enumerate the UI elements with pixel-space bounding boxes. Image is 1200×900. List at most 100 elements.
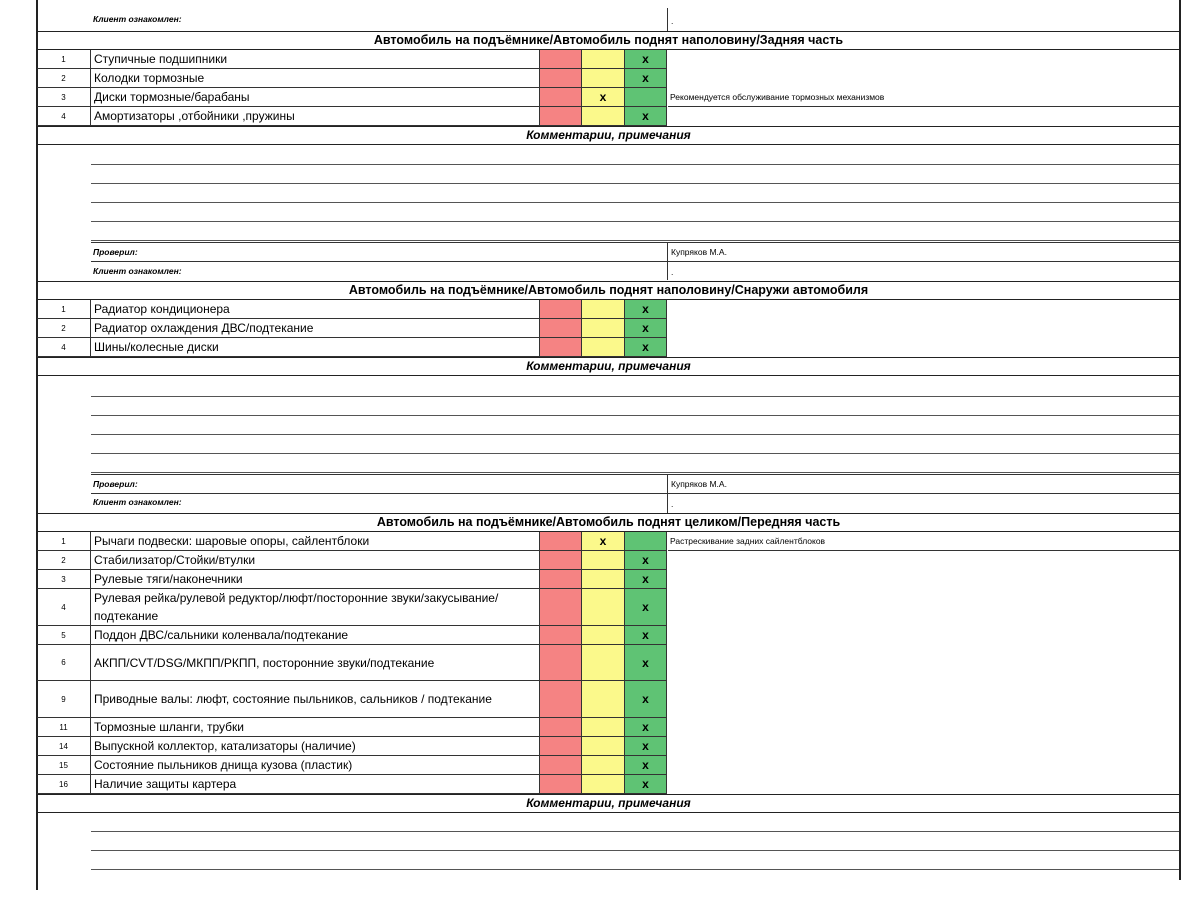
- checked-by-label: Проверил:: [93, 479, 138, 489]
- comment-line[interactable]: [91, 240, 1179, 241]
- status-red-cell[interactable]: [540, 645, 582, 681]
- status-green-cell[interactable]: x: [625, 775, 667, 794]
- table-row: 2 Стабилизатор/Стойки/втулки x: [37, 551, 1180, 570]
- comment-line[interactable]: [91, 831, 1179, 832]
- status-green-cell[interactable]: x: [625, 338, 667, 357]
- status-green-cell[interactable]: x: [625, 681, 667, 718]
- row-number: 9: [37, 681, 91, 718]
- row-name: Поддон ДВС/сальники коленвала/подтекание: [91, 626, 540, 645]
- comment-line[interactable]: [91, 472, 1179, 473]
- status-green-cell[interactable]: [625, 88, 667, 107]
- status-red-cell[interactable]: [540, 718, 582, 737]
- status-green-cell[interactable]: x: [625, 50, 667, 69]
- section-title: Автомобиль на подъёмнике/Автомобиль подн…: [37, 281, 1180, 300]
- status-yellow-cell[interactable]: [582, 645, 625, 681]
- comment-line[interactable]: [91, 164, 1179, 165]
- row-note: [668, 300, 1180, 319]
- status-green-cell[interactable]: x: [625, 756, 667, 775]
- status-red-cell[interactable]: [540, 551, 582, 570]
- row-note: [668, 756, 1180, 775]
- row-note: [668, 107, 1180, 126]
- status-red-cell[interactable]: [540, 300, 582, 319]
- comment-line[interactable]: [91, 850, 1179, 851]
- status-red-cell[interactable]: [540, 589, 582, 626]
- status-green-cell[interactable]: x: [625, 551, 667, 570]
- status-yellow-cell[interactable]: [582, 107, 625, 126]
- row-number: 5: [37, 626, 91, 645]
- row-number: 4: [37, 107, 91, 126]
- status-yellow-cell[interactable]: [582, 338, 625, 357]
- status-yellow-cell[interactable]: [582, 737, 625, 756]
- status-red-cell[interactable]: [540, 338, 582, 357]
- status-yellow-cell[interactable]: [582, 756, 625, 775]
- row-name: Радиатор кондиционера: [91, 300, 540, 319]
- table-row: 4 Шины/колесные диски x: [37, 338, 1180, 357]
- row-name: Ступичные подшипники: [91, 50, 540, 69]
- status-red-cell[interactable]: [540, 570, 582, 589]
- comment-line[interactable]: [91, 202, 1179, 203]
- client-acknowledged-value: .: [671, 267, 674, 277]
- status-red-cell[interactable]: [540, 756, 582, 775]
- status-yellow-cell[interactable]: [582, 300, 625, 319]
- status-red-cell[interactable]: [540, 775, 582, 794]
- status-green-cell[interactable]: [625, 532, 667, 551]
- status-red-cell[interactable]: [540, 88, 582, 107]
- comment-line[interactable]: [91, 221, 1179, 222]
- row-number: 1: [37, 300, 91, 319]
- status-yellow-cell[interactable]: [582, 589, 625, 626]
- table-row: 4 Рулевая рейка/рулевой редуктор/люфт/по…: [37, 589, 1180, 626]
- signature-line: [91, 242, 1179, 243]
- status-yellow-cell[interactable]: [582, 50, 625, 69]
- table-row: 4 Амортизаторы ,отбойники ,пружины x: [37, 107, 1180, 126]
- status-yellow-cell[interactable]: [582, 570, 625, 589]
- comment-line[interactable]: [91, 415, 1179, 416]
- table-row: 6 АКПП/CVT/DSG/МКПП/РКПП, посторонние зв…: [37, 645, 1180, 681]
- status-yellow-cell[interactable]: [582, 681, 625, 718]
- status-red-cell[interactable]: [540, 681, 582, 718]
- status-red-cell[interactable]: [540, 532, 582, 551]
- comment-line[interactable]: [91, 453, 1179, 454]
- comments-header: Комментарии, примечания: [37, 126, 1180, 145]
- comment-line[interactable]: [91, 869, 1179, 870]
- status-green-cell[interactable]: x: [625, 69, 667, 88]
- table-row: 1 Радиатор кондиционера x: [37, 300, 1180, 319]
- status-yellow-cell[interactable]: [582, 718, 625, 737]
- checked-by-value: Купряков М.А.: [671, 247, 727, 257]
- status-green-cell[interactable]: x: [625, 570, 667, 589]
- status-yellow-cell[interactable]: x: [582, 532, 625, 551]
- comment-line[interactable]: [91, 183, 1179, 184]
- status-red-cell[interactable]: [540, 737, 582, 756]
- status-yellow-cell[interactable]: [582, 775, 625, 794]
- checked-by-label: Проверил:: [93, 247, 138, 257]
- status-red-cell[interactable]: [540, 107, 582, 126]
- status-green-cell[interactable]: x: [625, 645, 667, 681]
- status-green-cell[interactable]: x: [625, 589, 667, 626]
- table-row: 14 Выпускной коллектор, катализаторы (на…: [37, 737, 1180, 756]
- status-green-cell[interactable]: x: [625, 107, 667, 126]
- status-red-cell[interactable]: [540, 50, 582, 69]
- row-number: 3: [37, 88, 91, 107]
- table-row: 9 Приводные валы: люфт, состояние пыльни…: [37, 681, 1180, 718]
- status-red-cell[interactable]: [540, 69, 582, 88]
- status-red-cell[interactable]: [540, 626, 582, 645]
- page-border-left: [36, 0, 38, 890]
- status-yellow-cell[interactable]: x: [582, 88, 625, 107]
- comment-line[interactable]: [91, 434, 1179, 435]
- status-yellow-cell[interactable]: [582, 69, 625, 88]
- status-green-cell[interactable]: x: [625, 737, 667, 756]
- comment-line[interactable]: [91, 396, 1179, 397]
- status-green-cell[interactable]: x: [625, 300, 667, 319]
- status-yellow-cell[interactable]: [582, 319, 625, 338]
- status-green-cell[interactable]: x: [625, 319, 667, 338]
- signature-line: [91, 493, 1179, 494]
- row-note: [668, 645, 1180, 681]
- row-note: [668, 570, 1180, 589]
- row-number: 4: [37, 589, 91, 626]
- status-red-cell[interactable]: [540, 319, 582, 338]
- status-green-cell[interactable]: x: [625, 626, 667, 645]
- status-yellow-cell[interactable]: [582, 551, 625, 570]
- status-green-cell[interactable]: x: [625, 718, 667, 737]
- table-row: 1 Ступичные подшипники x: [37, 50, 1180, 69]
- section-title: Автомобиль на подъёмнике/Автомобиль подн…: [37, 513, 1180, 532]
- status-yellow-cell[interactable]: [582, 626, 625, 645]
